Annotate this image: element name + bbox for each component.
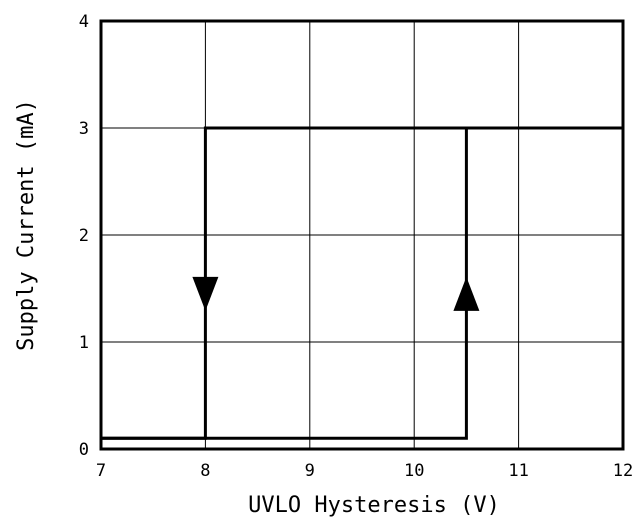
x-tick-labels: 7 8 9 10 11 12 [96, 461, 633, 481]
y-tick-label: 2 [79, 226, 89, 246]
x-tick-label: 10 [404, 461, 424, 481]
x-tick-label: 8 [200, 461, 210, 481]
series-line-down [101, 126, 623, 440]
direction-arrows [192, 276, 480, 311]
x-tick-label: 9 [305, 461, 315, 481]
series-lines [101, 126, 623, 440]
arrow-up-icon [453, 276, 480, 311]
x-tick-label: 11 [508, 461, 528, 481]
grid-lines [100, 20, 624, 450]
series-line-up [101, 126, 623, 440]
plot-frame [99, 19, 625, 451]
x-axis-label: UVLO Hysteresis (V) [248, 493, 500, 518]
y-tick-label: 0 [79, 440, 89, 460]
arrow-down-icon [192, 276, 219, 311]
x-tick-label: 12 [613, 461, 633, 481]
y-tick-label: 4 [79, 12, 89, 32]
y-tick-label: 3 [79, 119, 89, 139]
y-axis-label: Supply Current (mA) [14, 99, 39, 351]
y-tick-label: 1 [79, 333, 89, 353]
x-tick-label: 7 [96, 461, 106, 481]
y-tick-labels: 0 1 2 3 4 [79, 12, 89, 460]
